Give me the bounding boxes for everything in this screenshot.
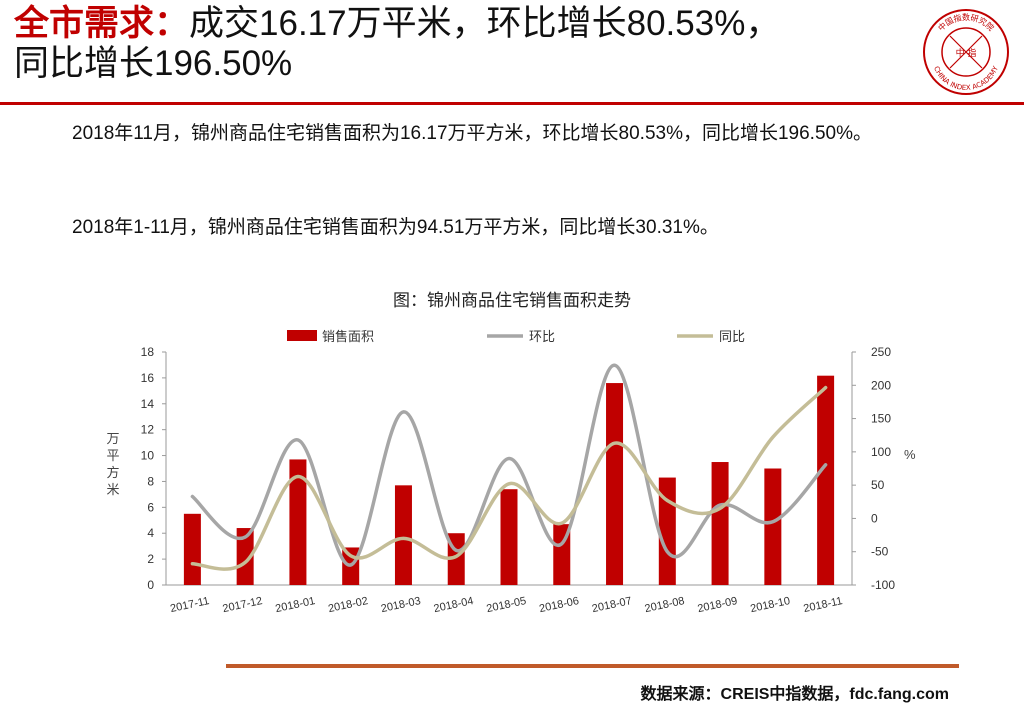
- y-left-tick-label: 10: [141, 449, 155, 463]
- y-left-tick-label: 18: [141, 345, 155, 359]
- bar-sales-area: [711, 462, 729, 585]
- footer-divider: [226, 664, 959, 668]
- x-tick-label: 2018-08: [644, 595, 686, 615]
- legend-label: 销售面积: [322, 329, 374, 345]
- y-right-tick-label: 100: [871, 445, 891, 459]
- paragraph-ytd: 2018年1-11月，锦州商品住宅销售面积为94.51万平方米，同比增长30.3…: [72, 217, 719, 238]
- y-right-tick-label: 0: [871, 511, 878, 525]
- bar-sales-area: [606, 383, 624, 585]
- y-left-tick-label: 0: [147, 578, 154, 592]
- x-tick-label: 2018-03: [380, 595, 422, 615]
- y-left-tick-label: 4: [147, 526, 154, 540]
- legend-swatch-bar: [287, 330, 317, 341]
- data-source: 数据来源：CREIS中指数据，fdc.fang.com: [640, 686, 949, 703]
- x-tick-label: 2018-07: [591, 595, 633, 615]
- legend-label: 同比: [719, 330, 745, 345]
- x-tick-label: 2018-06: [538, 595, 580, 615]
- x-tick-label: 2017-12: [222, 595, 264, 615]
- x-tick-label: 2018-05: [485, 595, 527, 615]
- title-highlight: 全市需求: [14, 4, 155, 43]
- x-tick-label: 2018-01: [274, 595, 316, 615]
- x-tick-label: 2017-11: [169, 595, 210, 615]
- bar-sales-area: [764, 468, 782, 585]
- y-right-tick-label: 250: [871, 345, 891, 359]
- x-tick-label: 2018-10: [749, 595, 791, 615]
- china-index-academy-logo: 中 指 中国指数研究院 CHINA INDEX ACADEMY: [923, 9, 1009, 95]
- bar-sales-area: [236, 528, 254, 585]
- y-right-tick-label: -50: [871, 545, 889, 559]
- chart-title: 图：锦州商品住宅销售面积走势: [393, 291, 631, 310]
- bar-sales-area: [817, 375, 835, 585]
- line-mom: [190, 363, 828, 567]
- y-left-tick-label: 2: [147, 552, 154, 566]
- y-right-tick-label: -100: [871, 578, 895, 592]
- y-left-tick-label: 12: [141, 423, 155, 437]
- paragraph-monthly: 2018年11月，锦州商品住宅销售面积为16.17万平方米，环比增长80.53%…: [72, 123, 872, 144]
- y-left-tick-label: 6: [147, 500, 154, 514]
- y-axis-right-label: %: [904, 447, 916, 462]
- y-left-tick-label: 16: [141, 371, 155, 385]
- y-right-tick-label: 200: [871, 378, 891, 392]
- y-left-tick-label: 8: [147, 474, 154, 488]
- y-left-tick-label: 14: [141, 397, 155, 411]
- x-tick-label: 2018-02: [327, 595, 369, 615]
- header-divider: [0, 102, 1024, 105]
- x-tick-label: 2018-11: [802, 595, 843, 615]
- title-text-line2: 同比增长196.50%: [14, 44, 293, 83]
- x-tick-label: 2018-04: [433, 595, 475, 615]
- legend-label: 环比: [529, 330, 555, 345]
- title-text-line1: 成交16.17万平米，环比增长80.53%，: [189, 4, 781, 43]
- line-yoy: [190, 385, 828, 571]
- bar-sales-area: [500, 489, 518, 585]
- logo-center-text: 中 指: [956, 47, 977, 59]
- bar-sales-area: [289, 459, 307, 585]
- x-tick-label: 2018-09: [696, 595, 738, 615]
- page-title: 全市需求：成交16.17万平米，环比增长80.53%， 同比增长196.50%: [14, 4, 904, 84]
- y-axis-left-label: 万平方米: [106, 431, 120, 497]
- y-right-tick-label: 50: [871, 478, 885, 492]
- y-right-tick-label: 150: [871, 412, 891, 426]
- title-colon: ：: [154, 4, 190, 43]
- bar-sales-area: [183, 513, 201, 585]
- bar-sales-area: [394, 485, 412, 585]
